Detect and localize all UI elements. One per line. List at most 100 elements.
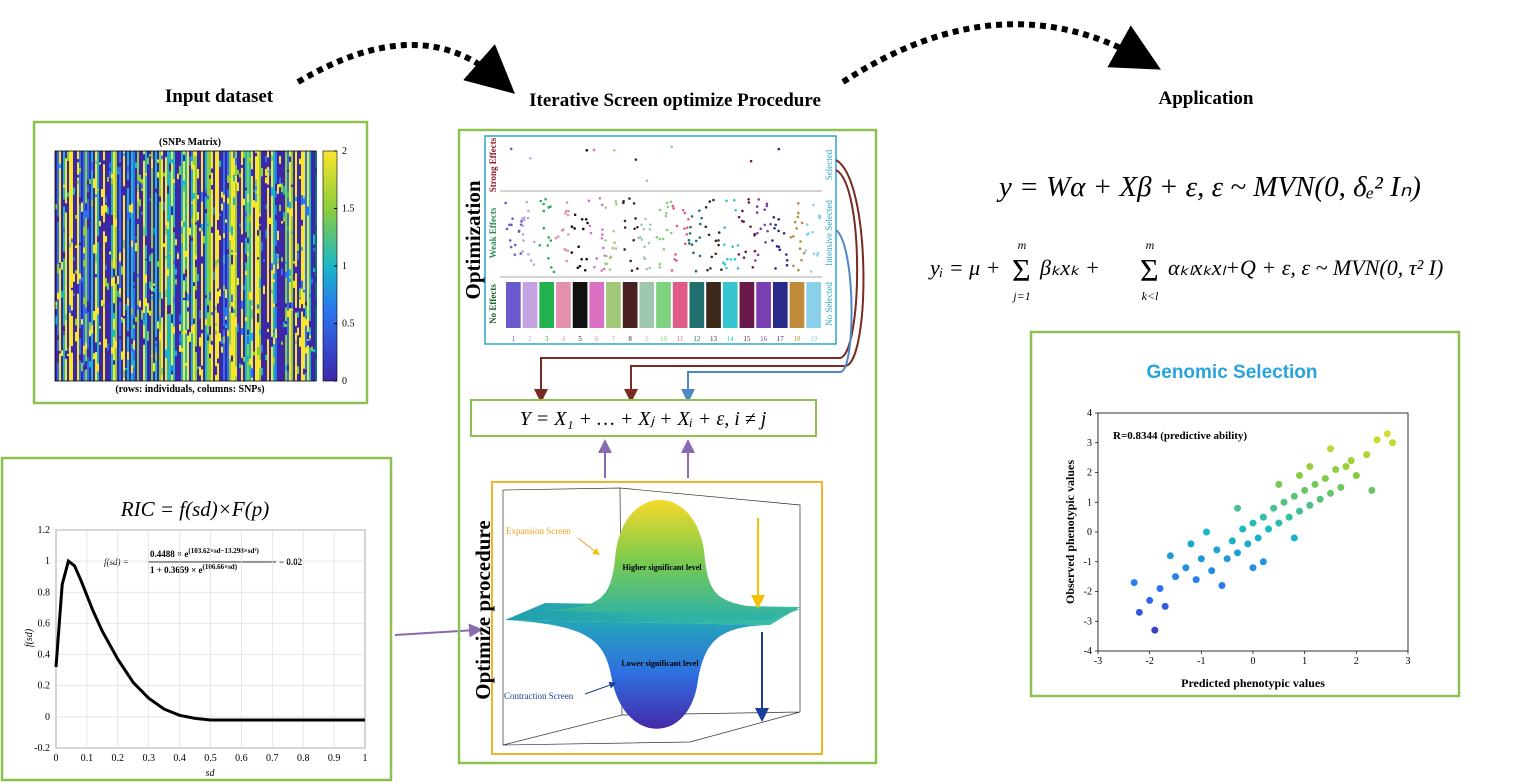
heat-cell [163,212,165,223]
weak-dot [816,251,820,255]
heat-cell [191,151,193,157]
weak-dot [587,199,591,203]
heat-cell [187,237,189,246]
heat-cell [207,333,209,338]
y-tick-label: 0.8 [38,587,51,598]
weak-dot [664,214,668,218]
heat-cell [253,351,255,356]
weak-dot [542,226,546,230]
heat-cell [111,177,113,185]
heat-column [99,151,101,381]
scatter-point [1156,585,1164,593]
heat-cell [183,185,185,193]
panel-title: Genomic Selection [1146,362,1317,383]
y-tick-label: 0.2 [38,681,51,692]
heat-column [269,151,271,381]
heat-cell [135,242,137,252]
heat-column [147,151,149,381]
weak-dot [698,236,702,239]
heat-cell [139,231,141,237]
heat-cell [239,287,241,296]
strong-dot [749,159,753,163]
heat-column [227,151,229,381]
heat-cell [149,198,151,201]
heat-cell [209,326,211,335]
heat-column [209,151,211,381]
weak-dot [580,257,583,261]
heat-cell [129,204,131,213]
scatter-point [1259,513,1267,521]
weak-dot [670,269,674,272]
heat-cell [271,289,273,294]
heat-cell [109,211,111,216]
heat-cell [75,332,77,342]
heat-cell [293,261,295,264]
heat-cell [57,292,59,300]
heat-cell [181,325,183,330]
heat-cell [223,233,225,239]
heat-cell [233,197,235,205]
weak-dot [614,247,618,250]
scatter-point [1192,576,1200,584]
heat-cell [119,288,121,298]
weak-dot [613,241,616,244]
heat-cell [277,230,279,241]
weak-dot [508,223,511,227]
heat-cell [253,319,255,328]
x-tick-label: 3 [1406,656,1411,667]
heat-cell [211,168,213,173]
heat-cell [93,244,95,254]
weak-dot [544,197,547,201]
no-effect-block [806,282,821,328]
heat-cell [229,352,231,359]
heat-cell [87,192,89,199]
heat-cell [169,165,171,172]
weak-dot [675,224,679,228]
scatter-point [1296,507,1303,515]
heat-column [183,151,185,381]
y-tick-label: 2 [1087,468,1092,479]
cube-frame [502,487,801,746]
weak-dot [519,223,523,226]
heat-cell [301,219,303,226]
weak-dot [570,251,574,254]
heat-cell [137,180,139,184]
heat-cell [313,206,315,216]
heat-cell [131,203,133,214]
weak-dot [532,263,536,266]
heat-cell [105,196,107,204]
heat-cell [299,287,301,291]
weak-dot [729,258,733,261]
no-effect-block [756,282,771,328]
weak-dot [766,229,769,233]
weak-dot [649,223,652,226]
heat-cell [73,292,75,297]
heat-cell [305,301,307,306]
heat-cell [67,196,69,204]
heat-cell [271,263,273,271]
heat-cell [101,300,103,307]
heat-column [167,151,169,381]
heat-cell [137,305,139,310]
heat-cell [215,260,217,267]
heat-cell [279,155,281,164]
heat-cell [311,226,313,234]
heat-cell [277,255,279,259]
heat-cell [189,349,191,359]
heat-cell [283,217,285,222]
x-tick-label: -3 [1094,656,1102,667]
heat-cell [241,234,243,243]
heat-column [163,151,165,381]
heat-column [97,151,99,381]
heat-cell [229,344,231,354]
weak-dot [519,252,523,255]
heat-cell [205,295,207,298]
heat-cell [111,347,113,354]
strong-dot [529,157,532,160]
heat-cell [75,300,77,311]
weak-dot [655,235,659,239]
heat-cell [79,328,81,339]
weak-dot [527,253,530,256]
weak-dot [642,227,646,231]
heat-cell [173,179,175,183]
